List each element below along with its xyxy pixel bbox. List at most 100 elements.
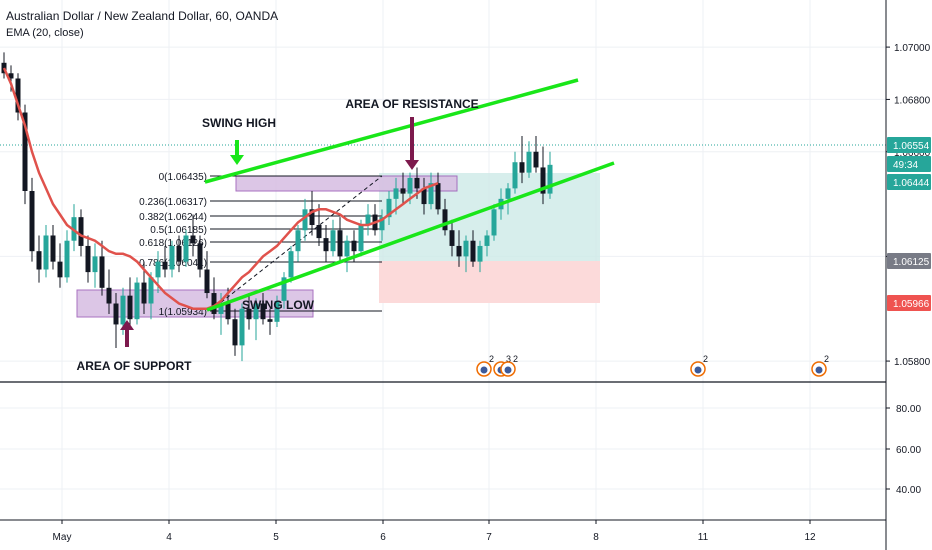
event-marker[interactable]: 2 — [500, 354, 518, 377]
candle-body — [281, 277, 287, 301]
candle-body — [190, 235, 196, 244]
candle-body — [547, 164, 553, 194]
x-tick-label: 6 — [380, 532, 386, 543]
candle-body — [246, 308, 252, 320]
candle-body — [43, 235, 49, 270]
candle-body — [57, 261, 63, 278]
candle-body — [484, 235, 490, 246]
candle-body — [99, 256, 105, 288]
fib-level-label: 0.382(1.06244) — [139, 212, 207, 223]
candle-body — [421, 188, 427, 205]
price-badge — [887, 137, 931, 153]
candle-body — [519, 162, 525, 173]
candle-body — [491, 209, 497, 236]
candle-body — [365, 214, 371, 226]
x-tick-label: May — [53, 532, 72, 543]
candle-body — [162, 261, 168, 270]
fib-level-label: 0.5(1.06185) — [150, 225, 207, 236]
channel-lines — [204, 78, 615, 312]
candle-body — [127, 295, 133, 320]
event-marker[interactable]: 2 — [476, 354, 494, 377]
x-tick-label: 11 — [698, 532, 709, 543]
price-badge-label: 1.05966 — [893, 299, 930, 310]
candle-body — [309, 209, 315, 226]
candle-body — [526, 151, 532, 173]
candle-body — [113, 303, 119, 325]
ema-20-line — [2, 67, 439, 310]
candle-body — [407, 177, 413, 194]
candle-body — [316, 225, 322, 239]
candle-body — [505, 188, 511, 199]
candle-body — [351, 240, 357, 252]
price-badge-label: 1.06444 — [893, 178, 930, 189]
candle-body — [267, 319, 273, 322]
candle-body — [288, 251, 294, 278]
x-tick-label: 4 — [166, 532, 172, 543]
x-tick-label: 7 — [486, 532, 492, 543]
candle-body — [22, 112, 28, 191]
candle-body — [225, 303, 231, 320]
candle-body — [232, 319, 238, 346]
candle-body — [64, 240, 70, 278]
event-marker-icon-dot — [504, 366, 512, 374]
price-badge — [887, 174, 931, 190]
price-badge-label: 49:34 — [893, 160, 918, 171]
event-marker-count: 3 — [506, 354, 511, 364]
event-marker[interactable]: 2 — [690, 354, 708, 377]
candle-body — [414, 177, 420, 189]
fib-level-label: 0(1.06435) — [159, 172, 207, 183]
indicator-tick-label: 60.00 — [896, 445, 921, 456]
chart-title: Australian Dollar / New Zealand Dollar, … — [6, 9, 279, 23]
event-marker-count: 2 — [703, 354, 708, 364]
candle-body — [120, 295, 126, 325]
area-of-resistance-label: AREA OF RESISTANCE — [345, 97, 478, 111]
candle-body — [449, 230, 455, 246]
candle-body — [141, 282, 147, 304]
candle-body — [50, 235, 56, 262]
candle-body — [428, 183, 434, 205]
ema-line — [2, 67, 439, 310]
candle-body — [323, 238, 329, 252]
candle-body — [512, 162, 518, 189]
channel-lower-line — [206, 161, 615, 312]
candle-body — [155, 261, 161, 278]
candle-body — [134, 282, 140, 320]
candle-body — [8, 73, 14, 79]
candle-body — [15, 78, 21, 113]
candle-body — [344, 240, 350, 257]
candle-body — [85, 245, 91, 273]
candle-body — [92, 256, 98, 273]
swing-high-arrow-head — [230, 155, 244, 165]
ema-legend: EMA (20, close) — [6, 27, 84, 39]
candle-body — [218, 303, 224, 314]
fib-level-label: 0.236(1.06317) — [139, 197, 207, 208]
indicator-tick-label: 80.00 — [896, 404, 921, 415]
candle-body — [183, 235, 189, 262]
y-tick-label: 1.07000 — [894, 43, 931, 54]
candle-body — [337, 230, 343, 257]
event-marker-count: 2 — [513, 354, 518, 364]
candle-body — [239, 308, 245, 346]
y-tick-label: 1.05800 — [894, 357, 931, 368]
fib-level-label: 1(1.05934) — [159, 307, 207, 318]
support-arrow-head — [120, 320, 134, 330]
y-tick-label: 1.06800 — [894, 95, 931, 106]
event-marker-icon-dot — [480, 366, 488, 374]
candle-body — [533, 151, 539, 168]
candle-body — [302, 209, 308, 231]
candle-body — [169, 245, 175, 270]
price-badge-label: 1.06125 — [893, 257, 930, 268]
candle-body — [211, 293, 217, 314]
candle-body — [148, 277, 154, 304]
event-marker-count: 2 — [489, 354, 494, 364]
candle-body — [456, 245, 462, 257]
candle-body — [295, 230, 301, 252]
candle-body — [36, 251, 42, 270]
candle-body — [274, 300, 280, 322]
fib-level-label: 0.618(1.06126) — [139, 238, 207, 249]
event-marker[interactable]: 2 — [811, 354, 829, 377]
